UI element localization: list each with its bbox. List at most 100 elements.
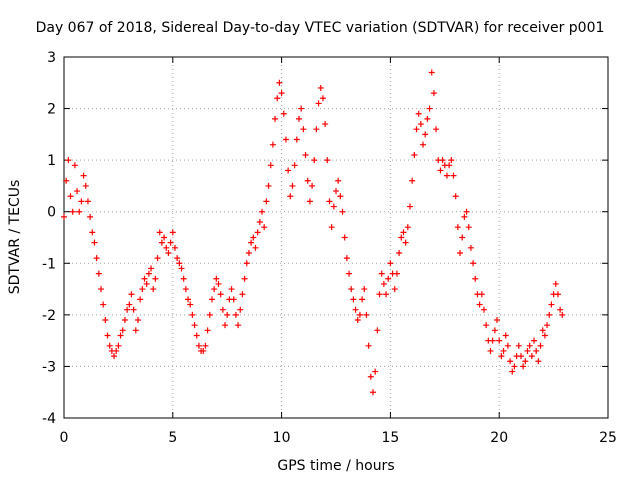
data-point-marker [361,286,368,293]
data-point-marker [148,265,155,272]
data-point-marker [498,353,505,360]
data-point-marker [121,317,128,324]
data-point-marker [415,110,422,117]
data-point-marker [245,249,252,256]
data-point-marker [171,244,178,251]
data-point-marker [174,255,181,262]
data-point-marker [280,110,287,117]
data-point-marker [507,358,514,365]
data-point-marker [463,208,470,215]
data-point-marker [217,291,224,298]
data-point-marker [302,151,309,158]
data-point-marker [372,368,379,375]
data-point-marker [450,172,457,179]
data-point-marker [378,270,385,277]
data-point-marker [428,69,435,76]
data-point-marker [443,172,450,179]
data-point-marker [496,337,503,344]
data-point-marker [387,260,394,267]
data-point-marker [520,363,527,370]
data-point-marker [333,188,339,195]
data-point-marker [433,126,440,133]
data-point-marker [272,115,279,122]
data-point-marker [459,234,466,241]
data-point-marker [504,342,511,349]
x-tick-label: 25 [599,430,617,446]
data-point-marker [452,193,459,200]
data-point-marker [265,182,272,189]
data-point-marker [93,255,100,262]
plot-frame [63,56,609,419]
data-point-marker [398,234,405,241]
data-point-marker [541,332,548,339]
x-tick-labels: 0 5 10 15 20 25 [60,430,617,446]
data-point-marker [235,322,242,329]
data-point-marker [552,280,559,287]
data-point-marker [84,198,91,205]
data-point-marker [409,177,416,184]
data-point-marker [317,84,324,91]
data-markers [61,69,566,396]
data-point-marker [167,239,174,246]
data-point-marker [248,239,255,246]
y-tick-label: 3 [47,50,56,66]
data-point-marker [67,193,74,200]
y-tick-label: 0 [47,205,56,221]
data-point-marker [213,275,220,282]
data-point-marker [259,208,266,215]
data-point-marker [291,162,298,169]
data-point-marker [78,198,85,205]
data-point-marker [383,291,390,298]
data-point-marker [465,224,472,231]
data-point-marker [500,347,507,354]
data-point-marker [406,203,413,210]
data-point-marker [476,301,483,308]
data-point-marker [557,306,564,313]
data-point-marker [237,306,244,313]
data-point-marker [141,275,148,282]
data-point-marker [524,347,531,354]
data-point-marker [356,311,363,318]
data-point-marker [200,347,207,354]
data-point-marker [335,177,342,184]
data-point-marker [61,213,67,220]
data-point-marker [154,255,161,262]
data-point-marker [182,286,189,293]
data-point-marker [222,322,229,329]
data-point-marker [74,188,81,195]
data-point-marker [404,224,411,231]
data-point-marker [117,332,124,339]
data-point-marker [139,286,146,293]
data-point-marker [282,136,289,143]
data-point-marker [391,286,398,293]
x-tick-label: 0 [60,430,69,446]
y-tick-label: -1 [42,256,56,272]
data-point-marker [311,157,318,164]
data-point-marker [472,275,479,282]
data-point-marker [535,358,542,365]
data-point-marker [89,229,96,236]
data-point-marker [424,115,431,122]
data-point-marker [396,249,403,256]
data-point-marker [69,208,76,215]
data-point-marker [489,337,496,344]
data-point-marker [143,280,150,287]
data-point-marker [319,95,326,102]
data-point-marker [439,157,446,164]
data-point-marker [517,353,524,360]
data-point-marker [300,126,307,133]
data-point-marker [87,213,94,220]
data-point-marker [228,286,235,293]
data-point-marker [322,121,329,128]
data-point-marker [539,327,546,334]
data-point-marker [522,358,529,365]
data-point-marker [65,157,72,164]
x-tick-label: 20 [490,430,508,446]
data-point-marker [313,126,320,133]
data-point-marker [346,270,353,277]
data-point-marker [544,322,551,329]
x-tick-label: 15 [381,430,399,446]
data-point-marker [206,311,213,318]
data-point-marker [363,311,370,318]
tick-marks [63,56,609,419]
